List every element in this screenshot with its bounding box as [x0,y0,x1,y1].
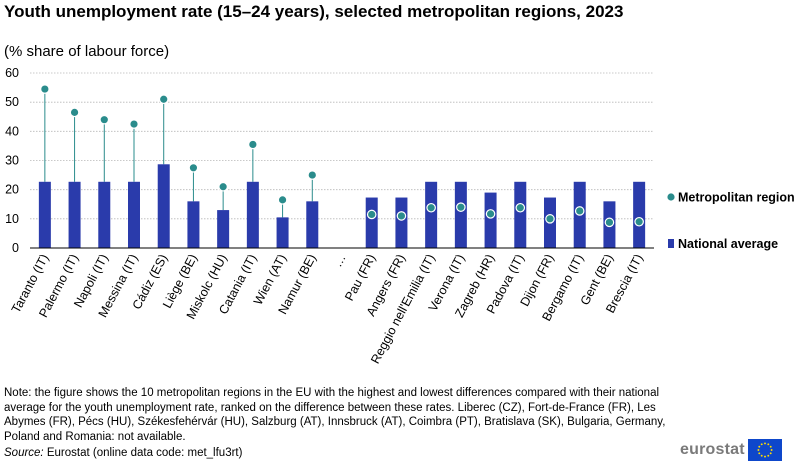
flag-star [758,452,760,455]
stems [44,89,313,218]
y-axis-ticks: 0 10 20 30 40 50 60 [5,66,19,255]
y-tick-label: 50 [5,95,19,109]
source-text: Eurostat (online data code: met_lfu3rt) [46,447,243,459]
dots [40,84,644,228]
bar [276,217,289,248]
bar [98,181,111,248]
bars [38,164,646,248]
y-tick-label: 20 [5,183,19,197]
footnote: Note: the figure shows the 10 metropolit… [4,387,666,443]
y-tick-label: 10 [5,212,19,226]
flag-star [763,442,766,445]
eurostat-logo: eurostat [680,439,782,461]
flag-star [767,443,769,446]
metro-dot [634,216,644,227]
eu-flag-icon [747,439,782,461]
legend: Metropolitan region National average [667,191,795,251]
metro-dot [485,209,496,219]
metro-dot [604,217,615,228]
bar [157,164,170,248]
flag-star [767,454,769,457]
metro-dot [129,119,139,129]
bar [395,197,408,248]
flag-star [760,454,763,457]
chart-title: Youth unemployment rate (15–24 years), s… [4,2,624,21]
x-axis-ticks: Taranto (IT)Palermo (IT)Napoli (IT)Messi… [9,252,646,366]
y-tick-label: 30 [5,154,19,168]
flag-star [763,455,766,458]
x-tick-label: … [330,252,348,270]
bar [217,210,230,248]
bar [514,181,527,248]
chart-subtitle: (% share of labour force) [4,43,170,60]
metro-dot [40,84,50,94]
bar [484,192,497,248]
metro-dot [248,139,258,150]
y-tick-label: 60 [5,66,19,80]
legend-national-label: National average [678,237,778,251]
gridlines [30,72,654,220]
bar [425,181,438,248]
legend-national-marker [668,239,674,248]
metro-dot [188,162,199,173]
metro-dot [574,206,585,216]
legend-metropolitan-marker [667,193,675,201]
source-label: Source: [4,447,44,459]
flag-star [769,445,772,448]
metro-dot [218,181,228,192]
metro-dot [69,107,80,118]
metro-dot [456,202,466,212]
chart: 0 10 20 30 40 50 60 Taranto (IT)Palermo (IT)Na… [5,66,795,366]
legend-item-national: National average [668,237,778,251]
bar [68,181,81,248]
bar [454,181,467,248]
bar [38,181,51,248]
metro-dot [515,202,526,213]
flag-star [757,449,760,451]
bar [633,181,646,248]
metro-dot [426,202,436,213]
source-line: Source: Eurostat (online data code: met_… [4,446,242,460]
metro-dot [366,209,377,220]
metro-dot [545,214,555,224]
legend-item-metropolitan: Metropolitan region [667,191,795,205]
metro-dot [99,114,110,125]
metro-dot [307,170,318,180]
metro-dot [396,211,407,221]
bar [128,181,140,248]
metro-dot [277,195,288,205]
flag-background [747,439,782,461]
bar [365,197,378,248]
bar [246,181,259,248]
flag-star [760,443,763,446]
legend-metropolitan-label: Metropolitan region [678,191,795,205]
flag-star [770,449,773,451]
metro-dot [158,94,169,105]
bar [187,201,200,248]
flag-star [758,445,760,448]
y-tick-label: 40 [5,124,19,138]
bar [306,201,319,248]
y-tick-label: 0 [12,241,19,255]
eurostat-wordmark: eurostat [680,441,745,458]
flag-star [769,452,772,455]
